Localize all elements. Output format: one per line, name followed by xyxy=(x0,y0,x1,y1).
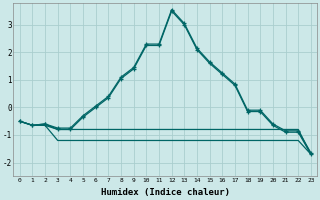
X-axis label: Humidex (Indice chaleur): Humidex (Indice chaleur) xyxy=(101,188,230,197)
